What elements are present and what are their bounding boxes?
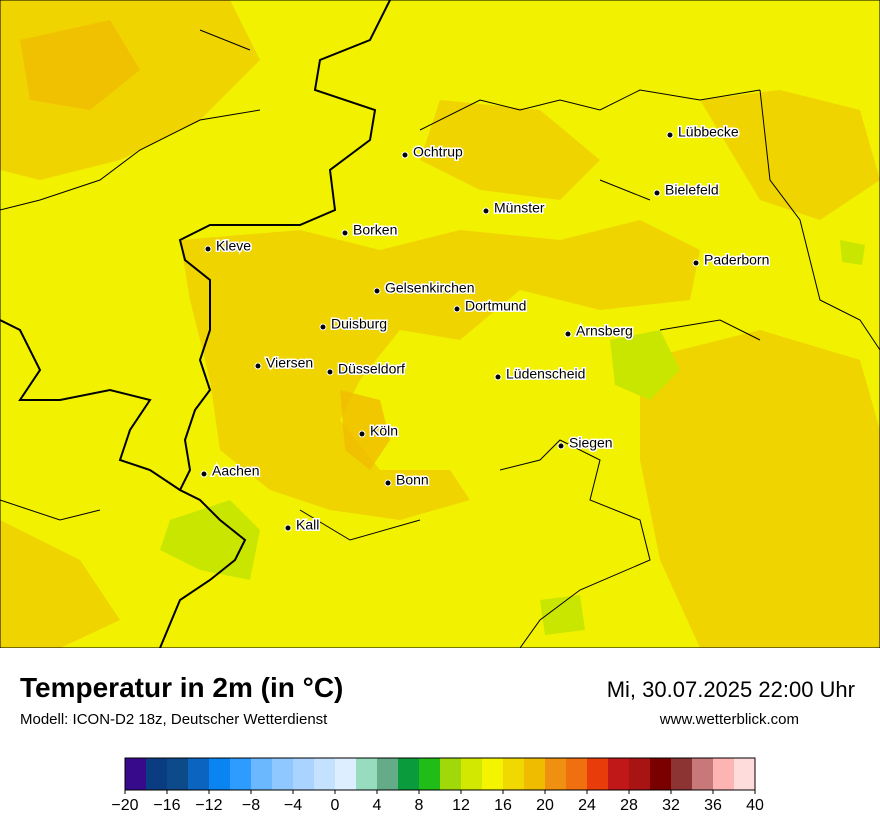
colorbar-segment [461, 758, 482, 790]
colorbar-tick-label: −16 [153, 797, 180, 814]
colorbar-segment [608, 758, 629, 790]
borders [0, 0, 880, 648]
city-label: Lüdenscheid [506, 366, 585, 382]
map: Lübbecke Ochtrup Bielefeld Münster Borken Kle… [0, 0, 880, 648]
city-dot [200, 470, 208, 478]
colorbar-segment [419, 758, 440, 790]
city-label: Arnsberg [576, 323, 633, 339]
city-label: Viersen [266, 355, 313, 371]
colorbar-segment [650, 758, 671, 790]
city-label: Dortmund [465, 298, 526, 314]
colorbar-segment [545, 758, 566, 790]
city-label: Düsseldorf [338, 361, 405, 377]
colorbar-tick-label: 8 [415, 797, 424, 814]
colorbar-segment [692, 758, 713, 790]
colorbar-segment [230, 758, 251, 790]
colorbar-tick-label: 20 [536, 797, 554, 814]
colorbar-tick-label: 4 [373, 797, 382, 814]
city-dot [384, 479, 392, 487]
city-label: Siegen [569, 435, 613, 451]
city-label: Lübbecke [678, 124, 739, 140]
city-label: Duisburg [331, 316, 387, 332]
colorbar-tick-label: 0 [331, 797, 340, 814]
colorbar-segment [125, 758, 146, 790]
city-label: Borken [353, 222, 397, 238]
colorbar-tick-label: −8 [242, 797, 260, 814]
colorbar-segment [167, 758, 188, 790]
warm-areas [0, 0, 880, 648]
city-dot [494, 373, 502, 381]
city-dot [358, 430, 366, 438]
colorbar-segment [356, 758, 377, 790]
colorbar-tick-label: 32 [662, 797, 680, 814]
colorbar-segment [146, 758, 167, 790]
city-label: Ochtrup [413, 144, 463, 160]
city-label: Paderborn [704, 252, 769, 268]
city-dot [453, 305, 461, 313]
city-dot [482, 207, 490, 215]
colorbar-segment [482, 758, 503, 790]
colorbar-frame [124, 757, 756, 791]
city-label: Köln [370, 423, 398, 439]
colorbar: −20 −16 −12 −8 −4 0 4 8 12 16 20 24 28 32 36 40 [111, 757, 764, 814]
colorbar-segment [713, 758, 734, 790]
datetime: Mi, 30.07.2025 22:00 Uhr [606, 677, 855, 702]
colorbar-segment [587, 758, 608, 790]
colorbar-segment [398, 758, 419, 790]
city-label: Bonn [396, 472, 429, 488]
colorbar-segment [188, 758, 209, 790]
city-label: Kleve [216, 238, 251, 254]
colorbar-segment [314, 758, 335, 790]
city-label: Aachen [212, 463, 259, 479]
website: www.wetterblick.com [659, 711, 799, 728]
colorbar-tick-label: 24 [578, 797, 596, 814]
subtitle: Modell: ICON-D2 18z, Deutscher Wetterdie… [20, 711, 328, 728]
city-dot [284, 524, 292, 532]
colorbar-segment [503, 758, 524, 790]
colorbar-segment [377, 758, 398, 790]
city-label: Gelsenkirchen [385, 280, 475, 296]
colorbar-segment [293, 758, 314, 790]
city-dot [401, 151, 409, 159]
colorbar-tick-label: 16 [494, 797, 512, 814]
city-label: Münster [494, 200, 545, 216]
title: Temperatur in 2m (in °C) [20, 672, 344, 703]
city-dot [341, 229, 349, 237]
colorbar-tick-label: −20 [111, 797, 138, 814]
colorbar-segment [209, 758, 230, 790]
city-dot [564, 330, 572, 338]
colorbar-segment [440, 758, 461, 790]
city-dot [319, 323, 327, 331]
colorbar-segment [566, 758, 587, 790]
city-dot [204, 245, 212, 253]
city-label: Kall [296, 517, 319, 533]
colorbar-tick-label: 40 [746, 797, 764, 814]
city-dot [653, 189, 661, 197]
colorbar-segment [524, 758, 545, 790]
city-dot [692, 259, 700, 267]
city-dot [666, 131, 674, 139]
city-dot [373, 287, 381, 295]
warmer-areas [20, 20, 390, 470]
city-dot [326, 368, 334, 376]
colorbar-tick-label: 28 [620, 797, 638, 814]
colorbar-tick-label: 12 [452, 797, 470, 814]
colorbar-segment [734, 758, 755, 790]
colorbar-segment [671, 758, 692, 790]
city-label: Bielefeld [665, 182, 719, 198]
colorbar-tick-label: −12 [195, 797, 222, 814]
colorbar-segment [335, 758, 356, 790]
colorbar-tick-label: −4 [284, 797, 302, 814]
colorbar-segment [629, 758, 650, 790]
colorbar-tick-label: 36 [704, 797, 722, 814]
city-dot [254, 362, 262, 370]
colorbar-segment [251, 758, 272, 790]
colorbar-segment [272, 758, 293, 790]
city-dot [557, 442, 565, 450]
